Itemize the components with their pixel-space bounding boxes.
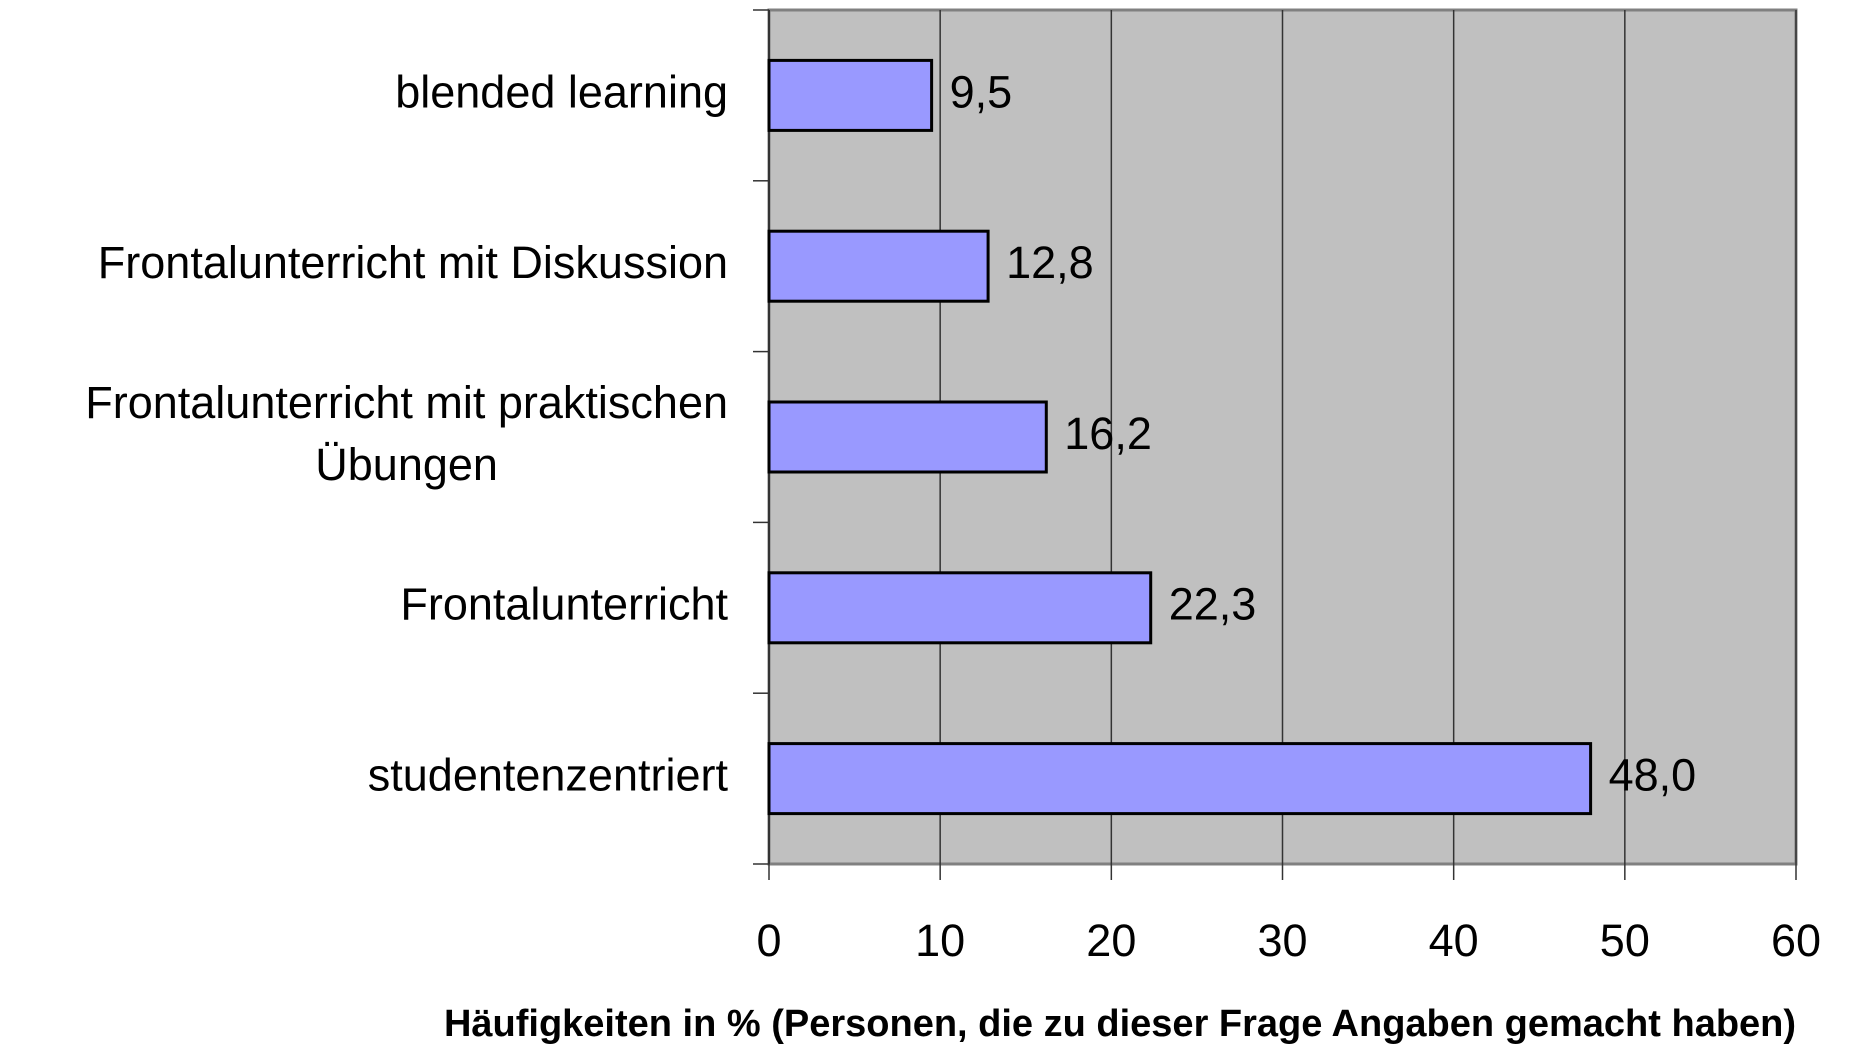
y-tick-label: Frontalunterricht mit Diskussion [98, 237, 728, 288]
y-tick-label: studentenzentriert [368, 749, 729, 800]
x-tick-label: 60 [1771, 915, 1821, 966]
y-tick-label: Frontalunterricht mit praktischen Übungen [85, 377, 728, 490]
bar [767, 742, 1593, 816]
x-tick-label: 30 [1257, 915, 1307, 966]
x-tick-label: 0 [756, 915, 781, 966]
value-label: 16,2 [1064, 408, 1152, 459]
bar [767, 58, 934, 132]
bar [767, 571, 1153, 645]
value-label: 48,0 [1609, 749, 1697, 800]
x-tick-label: 50 [1600, 915, 1650, 966]
bar [767, 229, 990, 303]
y-tick-label: Frontalunterricht [400, 579, 728, 630]
x-tick-label: 20 [1086, 915, 1136, 966]
x-tick-label: 40 [1429, 915, 1479, 966]
value-label: 12,8 [1006, 237, 1094, 288]
x-axis-label: Häufigkeiten in % (Personen, die zu dies… [444, 1003, 1796, 1045]
y-tick-label: blended learning [395, 66, 728, 117]
bar [767, 400, 1048, 474]
value-label: 22,3 [1169, 579, 1257, 630]
value-label: 9,5 [950, 66, 1013, 117]
x-tick-label: 10 [915, 915, 965, 966]
